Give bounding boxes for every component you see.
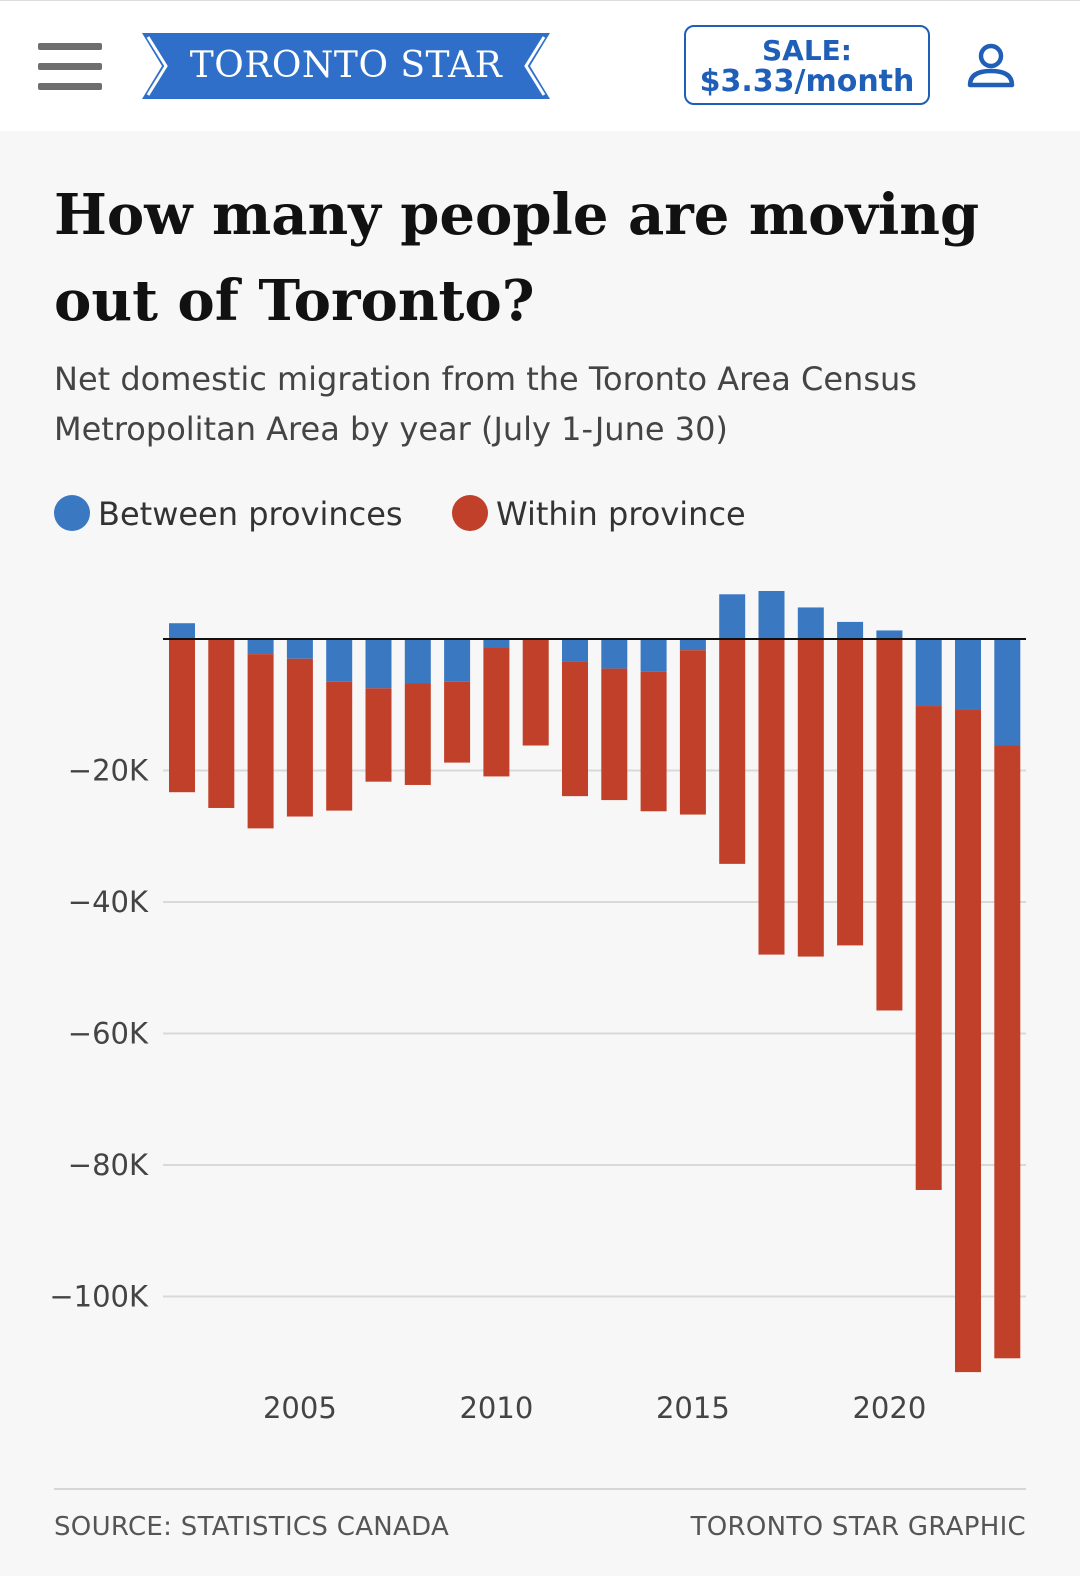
chart-subtitle: Net domestic migration from the Toronto … <box>54 360 917 448</box>
bar-between-provinces <box>286 639 313 659</box>
legend-item-between-provinces: Between provinces <box>54 492 403 536</box>
hamburger-menu-icon[interactable] <box>38 43 102 91</box>
bar-within-province <box>601 668 628 801</box>
logo-banner-shape <box>142 33 550 99</box>
bar-between-provinces <box>247 639 274 655</box>
legend-swatch-within-province <box>452 495 488 531</box>
sale-label: SALE: <box>761 34 852 67</box>
bar-within-province <box>758 639 785 955</box>
bar-between-provinces <box>365 639 392 689</box>
bar-between-provinces <box>601 639 628 669</box>
bar-within-province <box>915 706 942 1190</box>
toronto-star-logo[interactable]: TORONTO STAR <box>142 33 550 99</box>
bar-between-provinces <box>797 607 824 639</box>
migration-bar-chart: −20K −40K −60K −80K −100K 2005 2010 2015 2020 <box>49 591 1026 1425</box>
legend-swatch-between-provinces <box>54 495 90 531</box>
bar-within-province <box>522 639 549 746</box>
y-tick-label: −100K <box>49 1280 149 1314</box>
bar-within-province <box>404 683 431 785</box>
bar-between-provinces <box>483 639 510 648</box>
user-account-icon[interactable] <box>966 41 1016 91</box>
chart-title: How many people are moving out of Toront… <box>54 182 980 334</box>
legend-label-between-provinces: Between provinces <box>98 495 403 533</box>
bar-within-province <box>286 658 313 817</box>
sale-price: $3.33/month <box>699 64 915 99</box>
bar-within-province <box>169 639 195 793</box>
bar-between-provinces <box>562 639 588 662</box>
bar-within-province <box>837 639 864 946</box>
bar-within-province <box>562 661 588 797</box>
bar-within-province <box>247 654 274 829</box>
y-tick-label: −60K <box>68 1017 149 1051</box>
bar-within-province <box>955 710 981 1373</box>
bar-within-province <box>876 639 903 1011</box>
bar-within-province <box>444 681 471 763</box>
footer-divider <box>54 1488 1026 1490</box>
bar-between-provinces <box>169 623 195 639</box>
axes: −20K −40K −60K −80K −100K 2005 2010 2015 2020 <box>49 638 1026 1425</box>
bar-between-provinces <box>444 639 471 682</box>
bar-within-province <box>365 688 392 782</box>
bar-between-provinces <box>994 639 1021 746</box>
x-tick-label: 2010 <box>459 1391 533 1425</box>
y-tick-label: −20K <box>68 754 149 788</box>
top-navigation-bar: TORONTO STAR SALE: $3.33/month <box>0 0 1080 131</box>
bar-between-provinces <box>679 639 706 651</box>
bars <box>169 591 1021 1373</box>
bar-within-province <box>994 745 1021 1359</box>
bar-within-province <box>679 650 706 815</box>
bar-between-provinces <box>719 594 746 639</box>
bar-within-province <box>640 671 667 812</box>
x-tick-label: 2020 <box>852 1391 926 1425</box>
logo-text: TORONTO STAR <box>189 45 503 86</box>
source-credit: SOURCE: STATISTICS CANADA <box>54 1512 450 1542</box>
y-tick-label: −40K <box>68 885 149 919</box>
subscription-sale-button[interactable]: SALE: $3.33/month <box>684 25 930 105</box>
bar-between-provinces <box>758 591 785 639</box>
bar-within-province <box>797 639 824 957</box>
bar-between-provinces <box>876 630 903 639</box>
bar-between-provinces <box>837 621 864 639</box>
bar-within-province <box>326 681 353 811</box>
bar-within-province <box>483 647 510 777</box>
bar-between-provinces <box>640 639 667 672</box>
bar-between-provinces <box>955 639 981 711</box>
bar-between-provinces <box>404 639 431 684</box>
legend-item-within-province: Within province <box>452 492 746 536</box>
graphic-credit: TORONTO STAR GRAPHIC <box>690 1512 1026 1542</box>
x-tick-label: 2015 <box>656 1391 730 1425</box>
legend-label-within-province: Within province <box>496 495 746 533</box>
y-tick-label: −80K <box>68 1148 149 1182</box>
bar-between-provinces <box>915 639 942 707</box>
bar-between-provinces <box>326 639 353 682</box>
bar-within-province <box>719 639 746 864</box>
bar-within-province <box>208 639 235 808</box>
x-tick-label: 2005 <box>263 1391 337 1425</box>
